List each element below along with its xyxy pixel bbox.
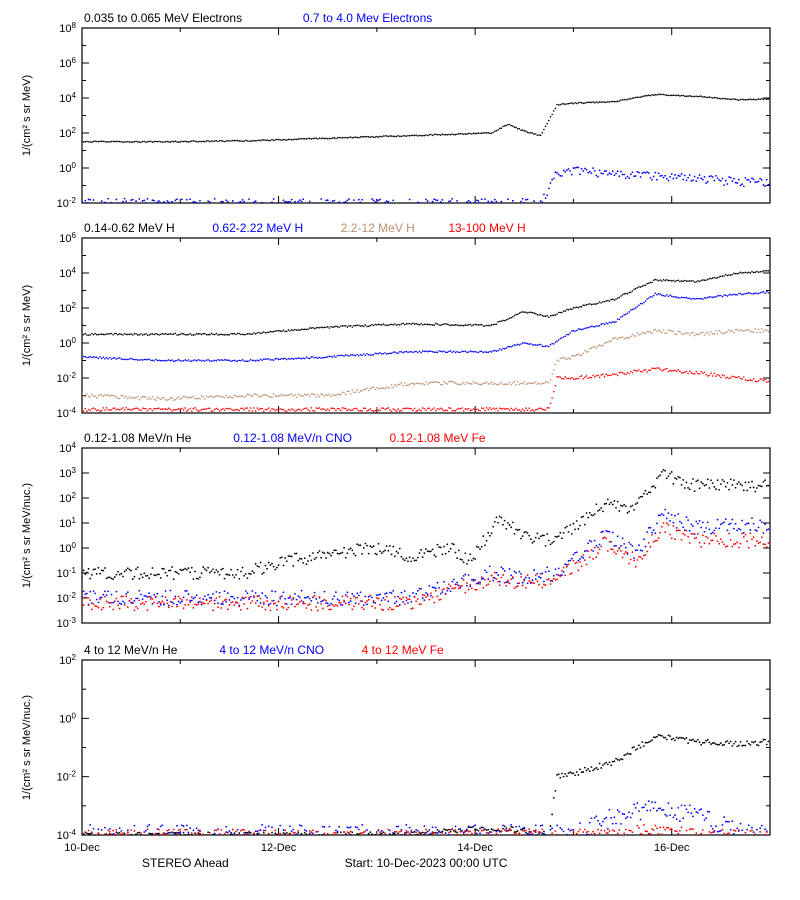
- svg-text:100: 100: [59, 336, 76, 351]
- series: [81, 167, 769, 206]
- svg-text:102: 102: [59, 301, 76, 316]
- svg-text:10-2: 10-2: [57, 591, 77, 606]
- x-tick-label: 12-Dec: [261, 842, 297, 854]
- legend-item: 2.2-12 MeV H: [341, 221, 415, 235]
- series: [81, 469, 769, 580]
- legend-item: 4 to 12 MeV Fe: [362, 643, 444, 657]
- svg-text:10-2: 10-2: [57, 371, 77, 386]
- x-tick-label: 14-Dec: [457, 842, 493, 854]
- series: [81, 522, 769, 611]
- svg-text:104: 104: [59, 266, 76, 281]
- series: [81, 94, 769, 144]
- svg-text:10-2: 10-2: [57, 769, 77, 784]
- svg-text:102: 102: [59, 126, 76, 141]
- series: [81, 734, 769, 839]
- svg-text:10-1: 10-1: [57, 566, 77, 581]
- svg-text:104: 104: [59, 91, 76, 106]
- figure-svg: 10-2 100 102 104 106 108 1/(cm² s sr MeV) 0.035…: [0, 0, 800, 900]
- legend-item: 0.62-2.22 MeV H: [212, 221, 303, 235]
- series: [81, 367, 769, 412]
- svg-text:108: 108: [59, 21, 76, 36]
- svg-text:103: 103: [59, 466, 76, 481]
- legend-item: 0.12-1.08 MeV/n CNO: [233, 431, 352, 445]
- legend-item: 0.035 to 0.065 MeV Electrons: [84, 11, 242, 25]
- svg-text:10-4: 10-4: [57, 828, 77, 843]
- legend-item: 13-100 MeV H: [448, 221, 525, 235]
- series: [81, 270, 769, 336]
- series: [81, 291, 769, 362]
- x-tick-label: 10-Dec: [64, 842, 100, 854]
- footer-left: STEREO Ahead: [142, 856, 229, 870]
- svg-text:100: 100: [59, 541, 76, 556]
- x-tick-label: 16-Dec: [654, 842, 690, 854]
- legend-item: 0.12-1.08 MeV Fe: [390, 431, 486, 445]
- figure-container: 10-2 100 102 104 106 108 1/(cm² s sr MeV) 0.035…: [0, 0, 800, 900]
- svg-text:106: 106: [59, 231, 76, 246]
- svg-text:102: 102: [59, 491, 76, 506]
- svg-text:101: 101: [59, 516, 76, 531]
- y-axis-label: 1/(cm² s sr MeV/nuc.): [21, 695, 33, 800]
- legend-item: 0.7 to 4.0 Mev Electrons: [303, 11, 432, 25]
- y-axis-label: 1/(cm² s sr MeV): [21, 285, 33, 366]
- legend-item: 0.14-0.62 MeV H: [84, 221, 175, 235]
- footer-center: Start: 10-Dec-2023 00:00 UTC: [345, 856, 508, 870]
- svg-text:10-4: 10-4: [57, 406, 77, 421]
- legend-item: 0.12-1.08 MeV/n He: [84, 431, 192, 445]
- svg-text:100: 100: [59, 161, 76, 176]
- legend-item: 4 to 12 MeV/n He: [84, 643, 178, 657]
- svg-text:10-2: 10-2: [57, 196, 77, 211]
- svg-text:106: 106: [59, 56, 76, 71]
- series: [81, 328, 769, 401]
- svg-text:104: 104: [59, 441, 76, 456]
- svg-text:10-3: 10-3: [57, 616, 77, 631]
- legend-item: 4 to 12 MeV/n CNO: [219, 643, 324, 657]
- y-axis-label: 1/(cm² s sr MeV/nuc.): [21, 483, 33, 588]
- svg-text:100: 100: [59, 711, 76, 726]
- y-axis-label: 1/(cm² s sr MeV): [21, 75, 33, 156]
- svg-text:102: 102: [59, 653, 76, 668]
